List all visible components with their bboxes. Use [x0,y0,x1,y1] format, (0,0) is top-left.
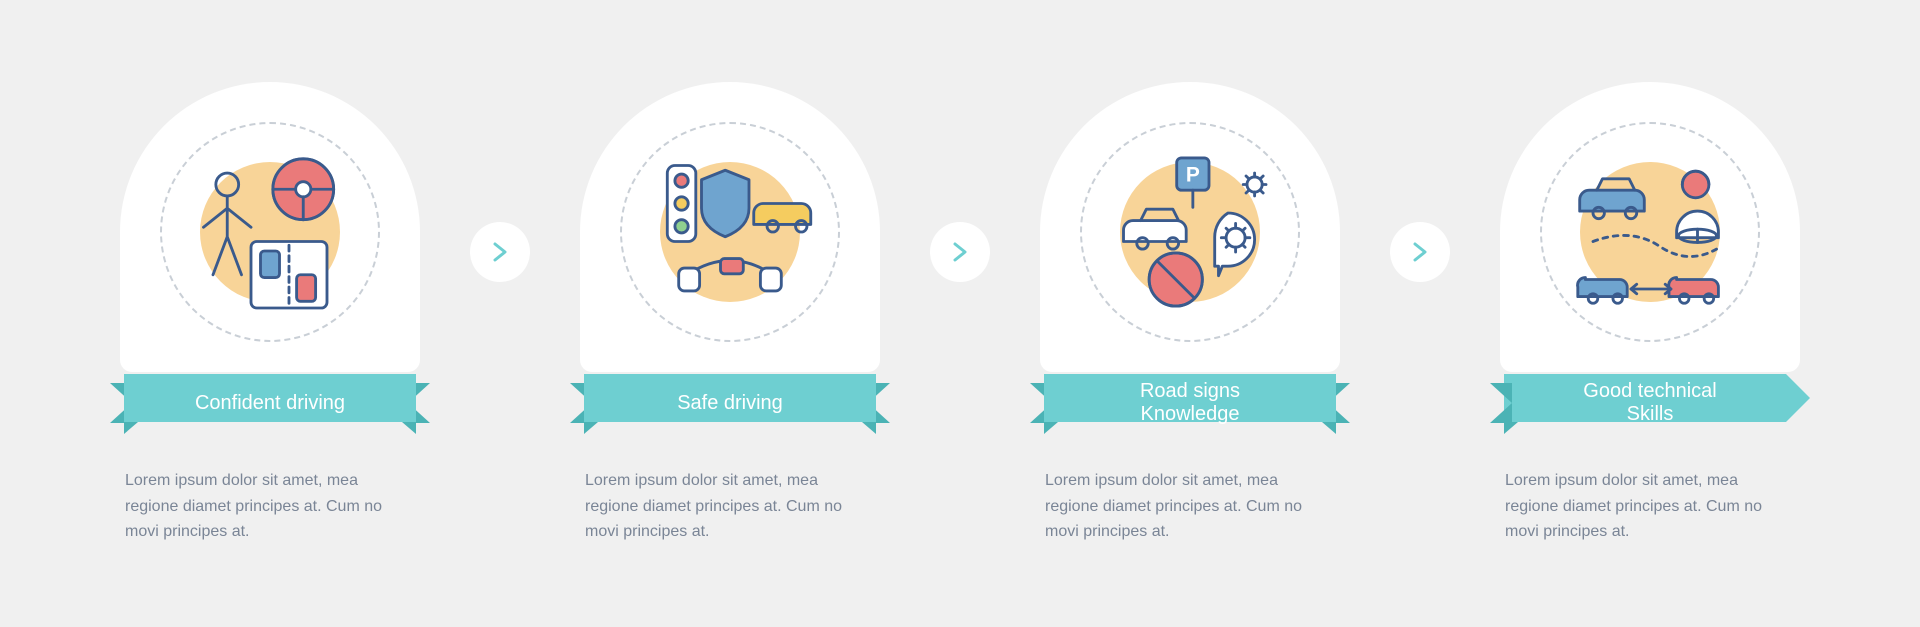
step-confident-driving: Confident driving Lorem ipsum dolor sit … [60,82,480,545]
step-label: Safe driving [647,392,813,415]
icon-circle [160,122,380,342]
step-safe-driving: Safe driving Lorem ipsum dolor sit amet,… [520,82,940,545]
technical-skills-icon [1555,137,1745,327]
step-description: Lorem ipsum dolor sit amet, mea regione … [585,468,875,545]
arch-card [120,82,420,372]
icon-circle [1540,122,1760,342]
step-label: Road signs Knowledge [1110,380,1270,426]
connector-arrow [930,222,990,282]
arch-card [1500,82,1800,372]
chevron-right-icon [1412,242,1428,262]
ribbon: Good technical Skills [1490,368,1810,438]
ribbon: Safe driving [570,368,890,438]
ribbon: Confident driving [110,368,430,438]
connector-arrow [1390,222,1450,282]
safe-driving-icon [635,137,825,327]
step-label: Confident driving [165,392,375,415]
step-description: Lorem ipsum dolor sit amet, mea regione … [125,468,415,545]
chevron-right-icon [952,242,968,262]
step-label: Good technical Skills [1553,380,1746,426]
step-description: Lorem ipsum dolor sit amet, mea regione … [1505,468,1795,545]
step-description: Lorem ipsum dolor sit amet, mea regione … [1045,468,1335,545]
arch-card: P [1040,82,1340,372]
ribbon: Road signs Knowledge [1030,368,1350,438]
infographic-row: Confident driving Lorem ipsum dolor sit … [60,82,1860,545]
step-road-signs: P [980,82,1400,545]
icon-circle [620,122,840,342]
connector-arrow [470,222,530,282]
road-signs-icon: P [1095,137,1285,327]
svg-text:P: P [1186,164,1200,187]
step-technical-skills: Good technical Skills Lorem ipsum dolor … [1440,82,1860,545]
arch-card [580,82,880,372]
icon-circle: P [1080,122,1300,342]
confident-driving-icon [175,137,365,327]
chevron-right-icon [492,242,508,262]
